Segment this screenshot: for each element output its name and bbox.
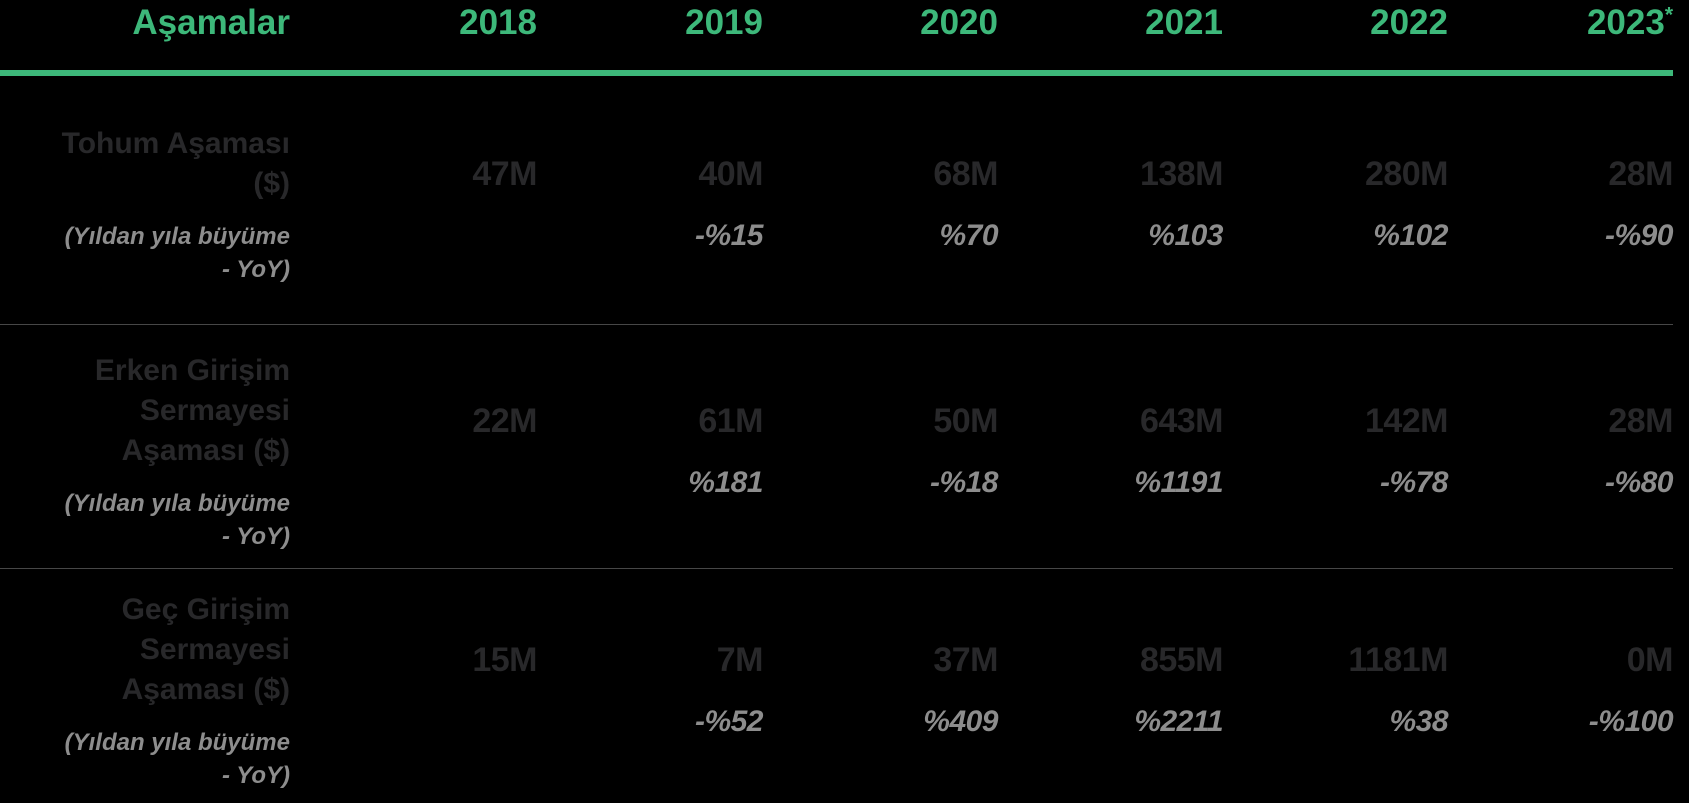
yoy-value: %102 bbox=[1373, 219, 1448, 252]
amount-value: 68M bbox=[933, 155, 998, 193]
yoy-value: -%15 bbox=[694, 219, 764, 252]
footnote-marker: * bbox=[1664, 3, 1673, 27]
value-cell: 37M %409 bbox=[763, 569, 998, 803]
value-cell: 142M -%78 bbox=[1223, 325, 1449, 568]
year-header-2021: 2021 bbox=[1145, 3, 1223, 42]
value-cell: 138M %103 bbox=[998, 76, 1224, 324]
value-cell: 28M -%80 bbox=[1448, 325, 1674, 568]
value-cell: 40M -%15 bbox=[537, 76, 764, 324]
table-row-early-vc-stage: Erken Girişim Sermayesi Aşaması ($) (Yıl… bbox=[0, 324, 1674, 568]
amount-value: 28M bbox=[1608, 155, 1673, 193]
amount-value: 280M bbox=[1364, 155, 1449, 193]
value-cell: 50M -%18 bbox=[763, 325, 999, 568]
amount-value: 142M bbox=[1364, 401, 1449, 440]
amount-value: 0M bbox=[1626, 641, 1674, 679]
value-cell: 68M %70 bbox=[763, 76, 998, 324]
stage-label-title: Erken Girişim Sermayesi Aşaması ($) bbox=[94, 353, 290, 467]
year-header-2019: 2019 bbox=[685, 3, 763, 42]
yoy-value bbox=[300, 463, 537, 503]
yoy-value bbox=[300, 702, 537, 742]
yoy-value: %1191 bbox=[1134, 465, 1223, 499]
value-cell: 28M -%90 bbox=[1448, 76, 1674, 324]
yoy-value bbox=[300, 216, 537, 256]
yoy-value: %38 bbox=[1389, 705, 1448, 738]
yoy-value: -%100 bbox=[1588, 705, 1674, 738]
stage-label-title: Tohum Aşaması ($) bbox=[61, 127, 290, 200]
amount-value: 643M bbox=[1139, 401, 1224, 440]
year-header-2018: 2018 bbox=[459, 3, 537, 42]
value-cell: 61M %181 bbox=[537, 325, 763, 568]
yoy-value: %409 bbox=[923, 705, 998, 738]
stage-label-yoy-note: (Yıldan yıla büyüme - YoY) bbox=[64, 489, 290, 550]
value-cell: 15M bbox=[300, 569, 537, 803]
stage-label-yoy-note: (Yıldan yıla büyüme - YoY) bbox=[64, 223, 290, 283]
amount-value: 138M bbox=[1139, 155, 1224, 193]
year-header-2022: 2022 bbox=[1370, 3, 1448, 42]
value-cell: 7M -%52 bbox=[537, 569, 764, 803]
amount-value: 40M bbox=[698, 155, 763, 193]
yoy-value: %2211 bbox=[1134, 705, 1223, 738]
amount-value: 61M bbox=[698, 401, 763, 440]
amount-value: 855M bbox=[1139, 641, 1224, 679]
year-header-2020: 2020 bbox=[920, 3, 998, 42]
yoy-value: -%90 bbox=[1604, 219, 1674, 252]
amount-value: 7M bbox=[716, 641, 764, 679]
stage-label-yoy-note: (Yıldan yıla büyüme - YoY) bbox=[64, 729, 290, 789]
value-cell: 1181M %38 bbox=[1223, 569, 1448, 803]
value-cell: 0M -%100 bbox=[1448, 569, 1674, 803]
amount-value: 37M bbox=[933, 641, 998, 679]
stage-column-header-label: Aşamalar bbox=[132, 3, 290, 42]
amount-value: 15M bbox=[472, 641, 537, 679]
value-cell: 22M bbox=[300, 325, 537, 568]
yoy-value: -%80 bbox=[1604, 465, 1674, 499]
yoy-value: %103 bbox=[1148, 219, 1223, 252]
yoy-value: %181 bbox=[688, 465, 763, 499]
stage-label: Geç Girişim Sermayesi Aşaması ($) (Yılda… bbox=[0, 569, 300, 803]
stage-label: Tohum Aşaması ($) (Yıldan yıla büyüme - … bbox=[0, 76, 300, 324]
stage-label-title: Geç Girişim Sermayesi Aşaması ($) bbox=[121, 593, 290, 706]
amount-value: 22M bbox=[472, 401, 537, 440]
stage-column-header: Aşamalar bbox=[0, 0, 300, 70]
yoy-value: -%78 bbox=[1379, 465, 1449, 499]
amount-value: 1181M bbox=[1348, 641, 1448, 679]
stage-label: Erken Girişim Sermayesi Aşaması ($) (Yıl… bbox=[0, 325, 300, 568]
table-row-late-vc-stage: Geç Girişim Sermayesi Aşaması ($) (Yılda… bbox=[0, 568, 1674, 803]
value-cell: 643M %1191 bbox=[998, 325, 1223, 568]
yoy-value: -%18 bbox=[929, 465, 999, 499]
value-cell: 855M %2211 bbox=[998, 569, 1223, 803]
amount-value: 28M bbox=[1608, 401, 1673, 440]
table-header-row: Aşamalar 2018 2019 2020 2021 2022 2023* bbox=[0, 0, 1673, 76]
year-header-2023: 2023* bbox=[1586, 3, 1673, 42]
yoy-value: -%52 bbox=[694, 705, 764, 738]
table-row-seed-stage: Tohum Aşaması ($) (Yıldan yıla büyüme - … bbox=[0, 76, 1674, 324]
amount-value: 50M bbox=[933, 401, 998, 440]
amount-value: 47M bbox=[472, 155, 537, 193]
value-cell: 47M bbox=[300, 76, 537, 324]
yoy-value: %70 bbox=[939, 219, 998, 252]
value-cell: 280M %102 bbox=[1223, 76, 1449, 324]
